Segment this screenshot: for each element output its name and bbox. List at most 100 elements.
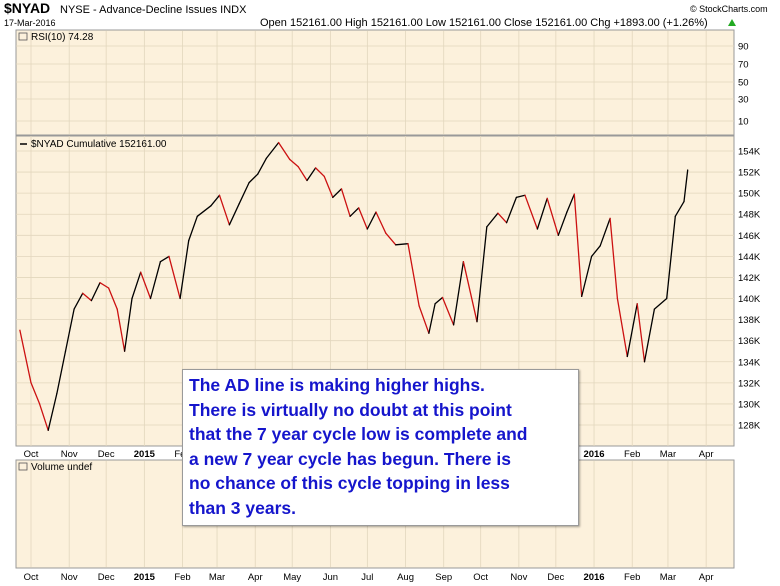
x-tick-label: Dec xyxy=(98,572,115,583)
volume-label: Volume undef xyxy=(31,462,92,473)
rsi-ticks: 90 70 50 30 10 xyxy=(738,42,749,128)
series-segment xyxy=(179,239,190,300)
series-segment xyxy=(73,292,84,310)
x-tick-label: May xyxy=(283,572,301,583)
series-segment xyxy=(683,169,689,203)
watermark: © StockCharts.com xyxy=(690,4,768,14)
x-axis-bottom: Oct Nov Dec 2015 Feb Mar Apr May Jun Jul Aug Sep Oct… xyxy=(24,572,714,583)
ohlc-readout: Open 152161.00 High 152161.00 Low 152161… xyxy=(260,17,708,29)
y-tick-label: 140K xyxy=(738,294,761,305)
series-segment xyxy=(616,297,628,358)
series-segment xyxy=(590,245,601,258)
up-arrow-icon xyxy=(728,19,736,26)
series-segment xyxy=(248,173,259,184)
series-segment xyxy=(196,205,212,217)
x-tick-label: Feb xyxy=(624,449,640,460)
series-segment xyxy=(462,261,478,323)
series-segment xyxy=(581,255,593,298)
rsi-label: RSI(10) 74.28 xyxy=(31,32,94,43)
y-tick-label: 142K xyxy=(738,273,761,284)
rsi-grid xyxy=(16,31,734,134)
series-segment xyxy=(238,181,250,205)
series-segment xyxy=(99,282,110,289)
main-ticks: 154K 152K 150K 148K 146K 144K 142K 140K 138K 136K… xyxy=(738,147,761,432)
series-segment xyxy=(536,197,548,230)
rsi-tick-label: 30 xyxy=(738,95,749,106)
series-segment xyxy=(123,297,133,352)
x-tick-label: Aug xyxy=(397,572,414,583)
x-tick-label: Jun xyxy=(323,572,338,583)
nyad-series xyxy=(19,141,689,431)
series-segment xyxy=(666,215,676,300)
series-segment xyxy=(566,193,575,213)
series-segment xyxy=(90,282,101,302)
y-tick-label: 148K xyxy=(738,210,761,221)
volume-icon xyxy=(18,462,28,471)
series-segment xyxy=(407,243,420,307)
rsi-icon xyxy=(18,32,28,41)
x-tick-label: Sep xyxy=(435,572,452,583)
series-segment xyxy=(64,308,75,352)
series-segment xyxy=(573,193,583,298)
series-segment xyxy=(159,255,170,263)
series-segment xyxy=(418,305,430,334)
x-tick-label: Nov xyxy=(510,572,527,583)
series-segment xyxy=(497,212,508,224)
x-tick-label: Mar xyxy=(660,572,676,583)
series-segment xyxy=(524,194,539,230)
y-tick-label: 128K xyxy=(738,421,761,432)
series-segment xyxy=(366,211,377,230)
series-segment xyxy=(277,141,291,161)
series-segment xyxy=(349,207,360,217)
x-tick-label: Dec xyxy=(547,572,564,583)
series-segment xyxy=(228,203,240,226)
annotation-line: no chance of this cycle topping in less xyxy=(189,473,510,493)
y-tick-label: 136K xyxy=(738,336,761,347)
series-segment xyxy=(505,196,518,224)
rsi-tick-label: 50 xyxy=(738,78,749,89)
series-segment xyxy=(107,287,118,310)
x-tick-label: Feb xyxy=(624,572,640,583)
series-segment xyxy=(218,194,231,226)
series-segment xyxy=(599,217,611,247)
x-tick-label: Mar xyxy=(209,572,225,583)
series-segment xyxy=(375,211,387,234)
series-segment xyxy=(653,297,668,310)
series-segment xyxy=(340,188,351,217)
symbol-title: $NYAD xyxy=(4,0,50,16)
series-segment xyxy=(476,226,488,323)
series-segment xyxy=(428,303,436,334)
x-tick-label: 2015 xyxy=(134,572,156,583)
y-tick-label: 146K xyxy=(738,231,761,242)
y-tick-label: 144K xyxy=(738,252,761,263)
series-segment xyxy=(674,200,685,217)
series-segment xyxy=(168,255,181,300)
series-segment xyxy=(332,188,343,199)
y-tick-label: 138K xyxy=(738,315,761,326)
series-segment xyxy=(452,261,465,326)
y-tick-label: 134K xyxy=(738,357,761,368)
series-segment xyxy=(265,141,280,160)
annotation-line: There is virtually no doubt at this poin… xyxy=(189,399,512,420)
x-tick-label: Mar xyxy=(660,449,676,460)
series-segment xyxy=(19,329,32,384)
series-segment xyxy=(188,215,198,242)
series-segment xyxy=(314,167,325,177)
x-tick-label: Oct xyxy=(24,572,39,583)
x-tick-label: Nov xyxy=(61,572,78,583)
x-tick-label: Apr xyxy=(248,572,263,583)
x-tick-label: Jul xyxy=(361,572,373,583)
x-tick-label: Apr xyxy=(699,572,714,583)
series-segment xyxy=(643,308,656,363)
series-segment xyxy=(434,296,444,305)
series-segment xyxy=(609,217,619,300)
series-segment xyxy=(385,232,397,246)
series-segment xyxy=(82,292,93,302)
rsi-tick-label: 10 xyxy=(738,117,749,128)
series-segment xyxy=(210,194,221,207)
series-segment xyxy=(297,166,308,182)
series-segment xyxy=(30,382,41,405)
series-segment xyxy=(557,211,568,236)
series-segment xyxy=(38,403,49,431)
main-label: $NYAD Cumulative 152161.00 xyxy=(31,139,167,150)
